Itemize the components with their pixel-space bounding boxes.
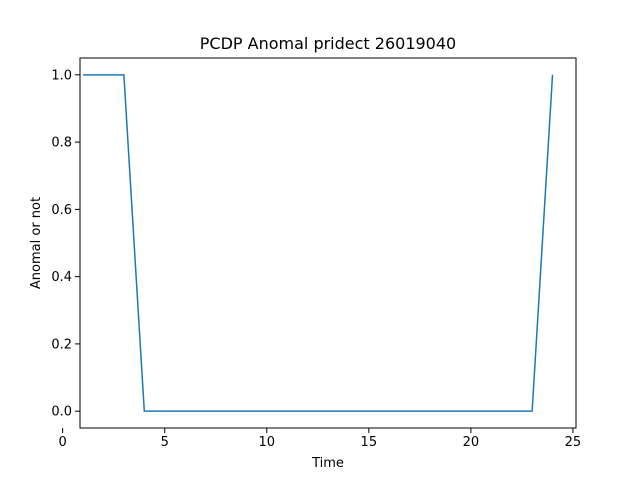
x-axis-ticks: 0 5 10 15 20 25	[59, 428, 582, 450]
x-tick-label: 20	[463, 435, 480, 450]
x-tick-label: 15	[361, 435, 378, 450]
y-tick-label: 0.2	[51, 337, 72, 352]
plot-area	[80, 58, 576, 428]
y-tick-label: 1.0	[51, 68, 72, 83]
x-tick-label: 25	[565, 435, 582, 450]
y-axis-label: Anomal or not	[29, 197, 44, 289]
plot-frame	[79, 57, 577, 429]
y-tick-label: 0.4	[51, 270, 72, 285]
x-tick-label: 5	[161, 435, 169, 450]
y-tick-label: 0.0	[51, 405, 72, 420]
series-line	[83, 74, 554, 412]
x-axis-label: Time	[311, 456, 344, 471]
y-axis-ticks: 0.0 0.2 0.4 0.6 0.8 1.0	[51, 68, 80, 420]
y-tick-label: 0.6	[51, 203, 72, 218]
x-tick-label: 0	[59, 435, 67, 450]
y-tick-label: 0.8	[51, 136, 72, 151]
x-tick-label: 10	[258, 435, 275, 450]
chart-title: PCDP Anomal pridect 26019040	[200, 34, 456, 53]
